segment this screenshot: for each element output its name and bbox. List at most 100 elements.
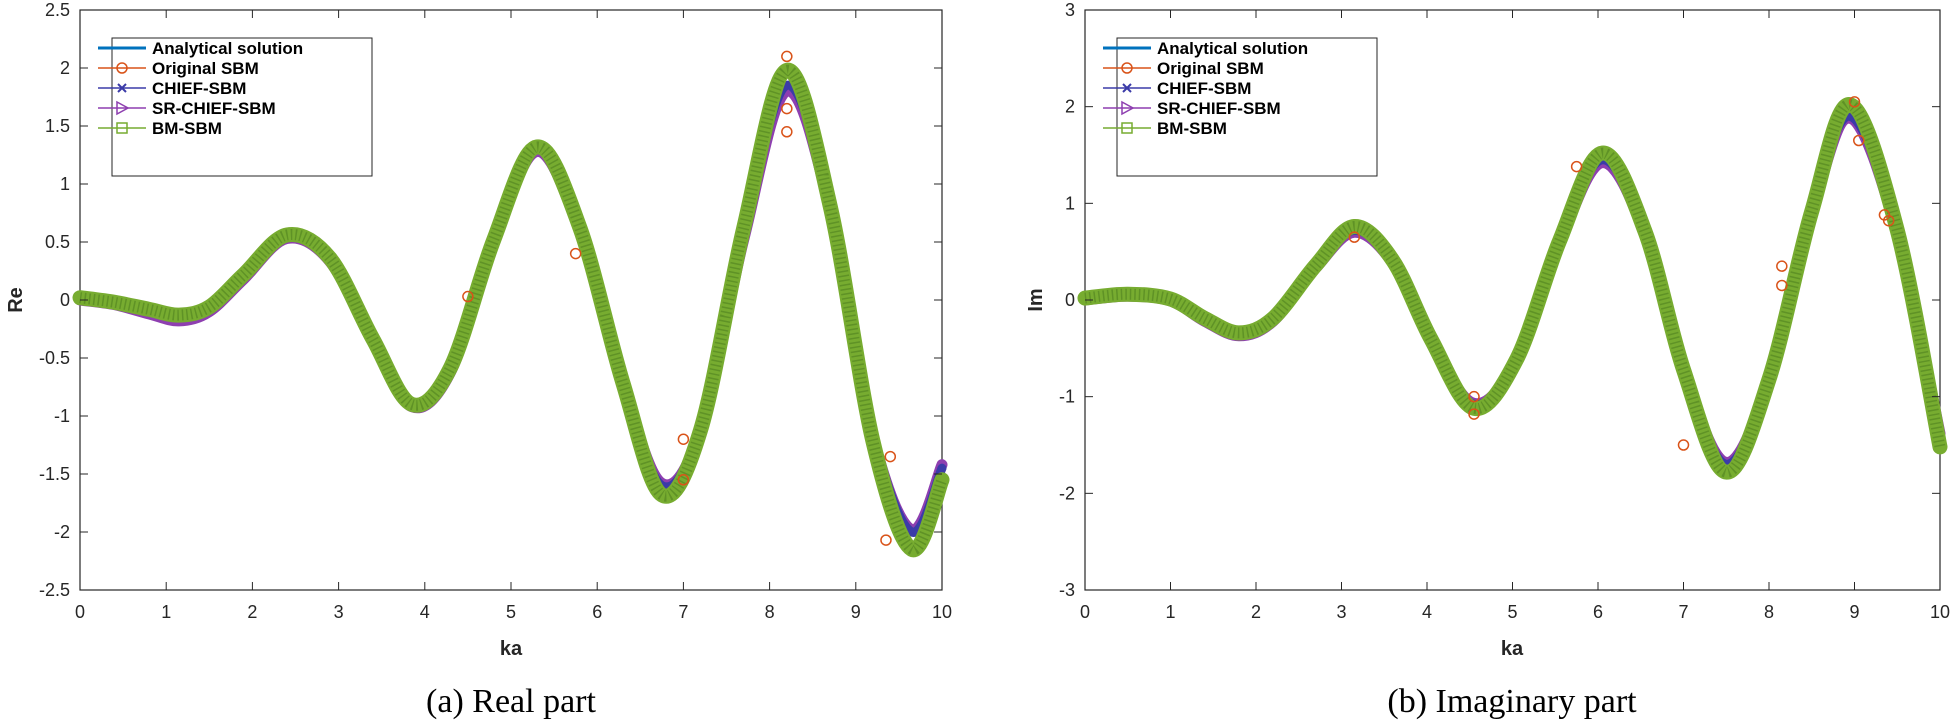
series-layer-real (72, 50, 950, 557)
real-part-chart: 0 1 2 3 4 5 6 7 8 9 10 2.5 2 1.5 1 0.5 0 -0.5 -1 -1.5 -2 -2.… (5, 0, 952, 720)
x-ticks-imag: 0 1 2 3 4 5 6 7 8 9 10 (1080, 10, 1950, 622)
legend-marker (116, 62, 128, 74)
original-sbm-point (462, 290, 474, 303)
caption-imag: (b) Imaginary part (1387, 683, 1637, 720)
y-tick-label: -1.5 (39, 464, 70, 484)
original-sbm-point (1570, 160, 1583, 173)
legend-label: Analytical solution (1157, 39, 1308, 58)
original-sbm-point (677, 433, 690, 445)
y-tick-label: 2 (1065, 97, 1075, 117)
legend-label: Analytical solution (152, 39, 303, 58)
legend-marker (116, 122, 128, 134)
y-tick-label: 2 (60, 58, 70, 78)
y-tick-label: 1.5 (45, 116, 70, 136)
legend-marker (116, 100, 130, 116)
original-sbm-point (781, 102, 793, 115)
x-axis-label-imag: ka (1501, 638, 1524, 660)
x-tick-label: 2 (247, 602, 257, 622)
legend-marker (1121, 100, 1135, 116)
original-sbm-point (1468, 390, 1480, 403)
legend-box-imag (1116, 37, 1378, 177)
original-sbm-point (781, 50, 793, 63)
original-sbm-point (880, 534, 892, 546)
x-tick-label: 0 (75, 602, 85, 622)
legend-label: BM-SBM (152, 119, 222, 138)
y-tick-label: -2.5 (39, 580, 70, 600)
legend-item-analytical-solution: Analytical solution (1103, 39, 1308, 58)
x-tick-label: 3 (334, 602, 344, 622)
x-tick-label: 9 (851, 602, 861, 622)
y-ticks-real: 2.5 2 1.5 1 0.5 0 -0.5 -1 -1.5 -2 -2.5 (39, 0, 942, 600)
bm-sbm-marker-texture (1084, 99, 1946, 478)
x-tick-label: 3 (1336, 602, 1346, 622)
y-tick-label: -2 (54, 522, 70, 542)
y-ticks-imag: 3 2 1 0 -1 -2 -3 (1059, 0, 1940, 600)
y-tick-label: -3 (1059, 580, 1075, 600)
x-tick-label: 1 (1165, 602, 1175, 622)
y-tick-label: 0 (1065, 290, 1075, 310)
original-sbm-point (1348, 231, 1361, 243)
legend-item-analytical-solution: Analytical solution (98, 39, 303, 58)
y-tick-label: 2.5 (45, 0, 70, 20)
y-tick-label: 1 (1065, 193, 1075, 213)
y-tick-label: -1 (54, 406, 70, 426)
caption-real: (a) Real part (426, 683, 596, 720)
x-tick-label: 8 (765, 602, 775, 622)
x-tick-label: 6 (1593, 602, 1603, 622)
legend-label: Original SBM (152, 59, 259, 78)
x-axis-label-real: ka (500, 638, 523, 660)
original-sbm-point (884, 450, 897, 463)
y-tick-label: 0 (60, 290, 70, 310)
original-sbm-point (1776, 279, 1788, 292)
x-tick-label: 4 (1422, 602, 1432, 622)
legend-marker (117, 83, 127, 93)
original-sbm-point (677, 474, 690, 486)
original-sbm-point (781, 126, 793, 138)
x-tick-label: 10 (932, 602, 952, 622)
series-bm-sbm (72, 62, 950, 557)
y-tick-label: -0.5 (39, 348, 70, 368)
legend-item-sr-chief-sbm: SR-CHIEF-SBM (98, 99, 276, 118)
series-layer-imag (1077, 96, 1948, 480)
legend-item-bm-sbm: BM-SBM (98, 119, 222, 138)
y-tick-label: 0.5 (45, 232, 70, 252)
x-tick-label: 8 (1764, 602, 1774, 622)
original-sbm-point (569, 247, 582, 260)
x-ticks-real: 0 1 2 3 4 5 6 7 8 9 10 (75, 10, 952, 622)
x-tick-label: 5 (1507, 602, 1517, 622)
legend-label: CHIEF-SBM (152, 79, 246, 98)
original-sbm-point (1677, 439, 1690, 451)
legend-item-sr-chief-sbm: SR-CHIEF-SBM (1103, 99, 1281, 118)
y-tick-label: -1 (1059, 387, 1075, 407)
legend-label: SR-CHIEF-SBM (1157, 99, 1281, 118)
legend-item-chief-sbm: CHIEF-SBM (98, 79, 246, 98)
legend-item-original-sbm: Original SBM (98, 59, 259, 78)
legend-label: Original SBM (1157, 59, 1264, 78)
y-tick-label: 3 (1065, 0, 1075, 20)
x-tick-label: 6 (592, 602, 602, 622)
x-tick-label: 1 (161, 602, 171, 622)
y-axis-label-real: Re (5, 287, 27, 313)
legend-item-original-sbm: Original SBM (1103, 59, 1264, 78)
x-tick-label: 7 (1678, 602, 1688, 622)
x-tick-label: 0 (1080, 602, 1090, 622)
y-axis-label-imag: Im (1025, 288, 1047, 311)
x-tick-label: 4 (420, 602, 430, 622)
legend-marker (1121, 62, 1133, 74)
series-original-sbm (462, 50, 897, 546)
bm-sbm-band (72, 62, 950, 557)
legend-box-real (111, 37, 373, 177)
series-bm-sbm (1077, 97, 1948, 480)
x-tick-label: 5 (506, 602, 516, 622)
original-sbm-point (1848, 96, 1861, 108)
legend-marker (1122, 83, 1132, 93)
x-tick-label: 2 (1251, 602, 1261, 622)
y-tick-label: 1 (60, 174, 70, 194)
x-tick-label: 10 (1930, 602, 1950, 622)
original-sbm-point (1776, 260, 1788, 272)
original-sbm-point (1853, 134, 1865, 147)
